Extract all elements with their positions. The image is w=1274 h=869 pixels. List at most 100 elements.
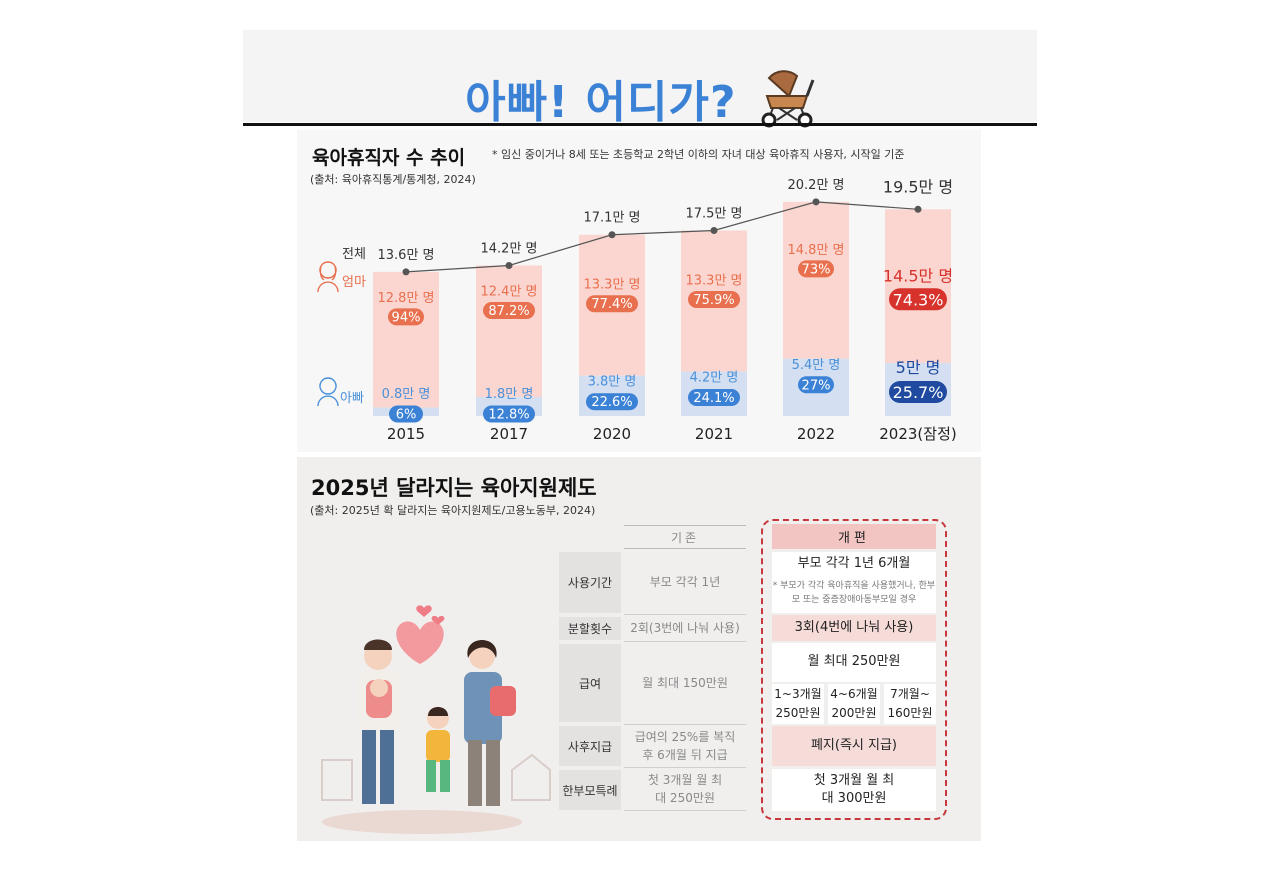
tier-3: 7개월~ 160만원 [884,684,936,724]
dad-percent-0: 6% [396,408,417,423]
dad-percent-1-bg [483,405,535,423]
mom-percent-2: 77.4% [591,297,632,312]
tier-2: 4~6개월 200만원 [828,684,880,724]
x-tick-0: 2015 [387,425,425,443]
dad-percent-3-bg [688,388,740,406]
x-tick-3: 2021 [695,425,733,443]
mom-label-1: 12.4만 명 [481,284,538,299]
mom-percent-1-bg [483,301,535,319]
bar-mom-1 [476,265,542,397]
mom-label-4: 14.8만 명 [788,243,845,258]
total-label-0: 13.6만 명 [378,248,435,263]
new-split: 3회(4번에 나눠 사용) [772,615,936,641]
row-label-pay: 급여 [559,644,621,722]
old-header: 기존 [624,525,746,549]
trend-source: (출처: 육아휴직통계/통계청, 2024) [310,173,476,186]
dad-percent-5: 25.7% [893,383,944,402]
total-label-4: 20.2만 명 [788,178,845,193]
dad-percent-0-bg [389,405,423,423]
total-point-1 [505,261,513,269]
tier-1: 1~3개월 250만원 [772,684,824,724]
mom-icon [317,261,339,293]
old-period: 부모 각각 1년 [624,552,746,615]
x-tick-2: 2020 [593,425,631,443]
old-single-parent: 첫 3개월 월 최대 250만원 [624,769,746,811]
total-point-3 [710,227,718,234]
dad-percent-4: 27% [802,378,831,393]
mom-label-3: 13.3만 명 [686,274,743,289]
total-point-2 [608,231,616,239]
x-tick-4: 2022 [797,425,835,443]
total-label-5: 19.5만 명 [883,177,953,196]
dad-percent-4-bg [798,376,834,394]
title-banner: 아빠! 어디가? [243,30,1037,128]
mom-percent-5-bg [889,288,947,311]
new-header: 개편 [772,524,936,549]
trend-title: 육아휴직자 수 추이 [312,147,466,169]
reform-box [761,519,947,820]
bar-mom-0 [373,271,439,408]
total-line [405,201,919,273]
trend-note: * 임신 중이거나 8세 또는 초등학교 2학년 이하의 자녀 대상 육아휴직 … [492,148,905,161]
row-label-dad: 아빠 [340,391,364,406]
total-label-1: 14.2만 명 [481,241,538,256]
dad-label-2: 3.8만 명 [588,375,637,390]
row-label-mom: 엄마 [342,275,366,290]
tier-3-amount: 160만원 [887,705,933,720]
mom-percent-5: 74.3% [893,290,944,309]
row-label-single-parent: 한부모특례 [559,770,621,810]
total-label-2: 17.1만 명 [584,211,641,226]
family-illustration [321,605,551,834]
mom-percent-0-bg [388,308,424,326]
total-point-4 [812,198,820,206]
dad-label-4: 5.4만 명 [792,358,841,373]
old-pay: 월 최대 150만원 [624,643,746,725]
row-label-period: 사용기간 [559,552,621,613]
tier-3-months: 7개월~ [890,687,930,701]
old-split: 2회(3번에 나눠 사용) [624,616,746,642]
bar-mom-4 [783,201,849,359]
mom-percent-4-bg [798,260,834,278]
tier-1-amount: 250만원 [775,705,821,720]
new-pay: 월 최대 250만원 [772,643,936,682]
tier-2-months: 4~6개월 [830,687,878,701]
mom-percent-4: 73% [802,262,831,277]
main-title-text: 아빠! 어디가? [465,77,737,128]
new-period: 부모 각각 1년 6개월 [772,552,936,577]
total-point-5 [914,205,922,213]
x-tick-1: 2017 [490,425,528,443]
dad-percent-5-bg [889,381,947,403]
policy-title: 2025년 달라지는 육아지원제도 [311,476,597,500]
dad-label-5: 5만 명 [896,358,941,377]
dad-label-0: 0.8만 명 [382,387,431,402]
mom-label-5: 14.5만 명 [883,266,953,285]
x-tick-5: 2023(잠정) [879,425,956,443]
dad-label-1: 1.8만 명 [485,387,534,402]
mom-percent-3: 75.9% [693,293,734,308]
row-label-post-pay: 사후지급 [559,726,621,766]
row-label-total: 전체 [342,247,366,262]
mom-label-2: 13.3만 명 [584,278,641,293]
mom-percent-1: 87.2% [488,304,529,319]
tier-1-months: 1~3개월 [774,687,822,701]
row-label-split: 분할횟수 [559,617,621,640]
policy-source: (출처: 2025년 확 달라지는 육아지원제도/고용노동부, 2024) [310,504,596,517]
dad-label-3: 4.2만 명 [690,370,739,385]
bar-mom-5 [885,209,951,363]
dad-percent-2-bg [586,393,638,411]
dad-percent-2: 22.6% [591,395,632,410]
dad-percent-1: 12.8% [488,408,529,423]
new-single-parent: 첫 3개월 월 최대 300만원 [772,769,936,811]
mom-percent-2-bg [586,295,638,313]
new-period-note: * 부모가 각각 육아휴직을 사용했거나, 한부모 또는 중증장애아동부모일 경… [772,577,936,613]
old-post-pay: 급여의 25%를 복직 후 6개월 뒤 지급 [624,726,746,768]
dad-percent-3: 24.1% [693,391,734,406]
mom-label-0: 12.8만 명 [378,291,435,306]
mom-percent-3-bg [688,291,740,308]
main-title: 아빠! 어디가? [243,66,1037,130]
total-point-0 [402,268,410,276]
total-label-3: 17.5만 명 [686,207,743,222]
new-post-pay: 폐지(즉시 지급) [772,726,936,766]
